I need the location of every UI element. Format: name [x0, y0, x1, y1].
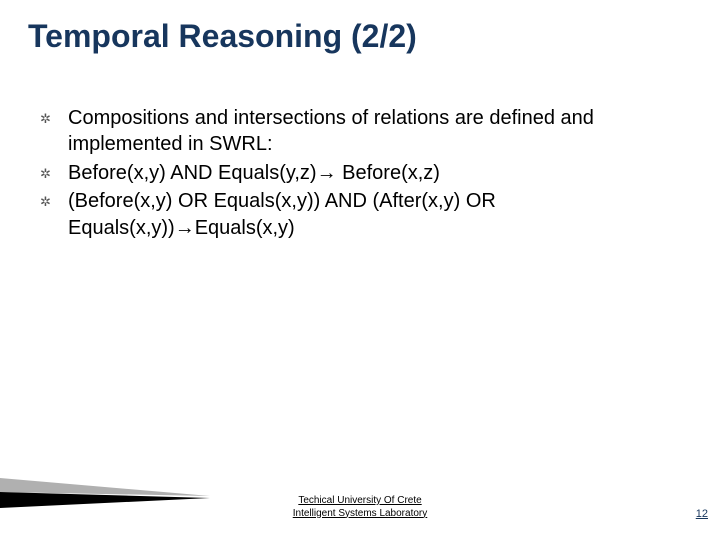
content-area: ✲ Compositions and intersections of rela… [40, 105, 660, 243]
bullet-icon: ✲ [40, 105, 68, 127]
footer: Techical University Of Crete Intelligent… [0, 495, 720, 520]
bullet-icon: ✲ [40, 160, 68, 182]
footer-line-1: Techical University Of Crete [0, 495, 720, 508]
list-item: ✲ Compositions and intersections of rela… [40, 105, 660, 158]
footer-line-2: Intelligent Systems Laboratory [0, 508, 720, 521]
page-number: 12 [696, 508, 708, 520]
slide: Temporal Reasoning (2/2) ✲ Compositions … [0, 0, 720, 540]
item-text: Before(x,y) AND Equals(y,z)→ Before(x,z) [68, 160, 660, 186]
item-text: (Before(x,y) OR Equals(x,y)) AND (After(… [68, 188, 660, 241]
list-item: ✲ Before(x,y) AND Equals(y,z)→ Before(x,… [40, 160, 660, 186]
slide-title: Temporal Reasoning (2/2) [28, 18, 417, 55]
list-item: ✲ (Before(x,y) OR Equals(x,y)) AND (Afte… [40, 188, 660, 241]
bullet-icon: ✲ [40, 188, 68, 210]
item-text: Compositions and intersections of relati… [68, 105, 660, 158]
